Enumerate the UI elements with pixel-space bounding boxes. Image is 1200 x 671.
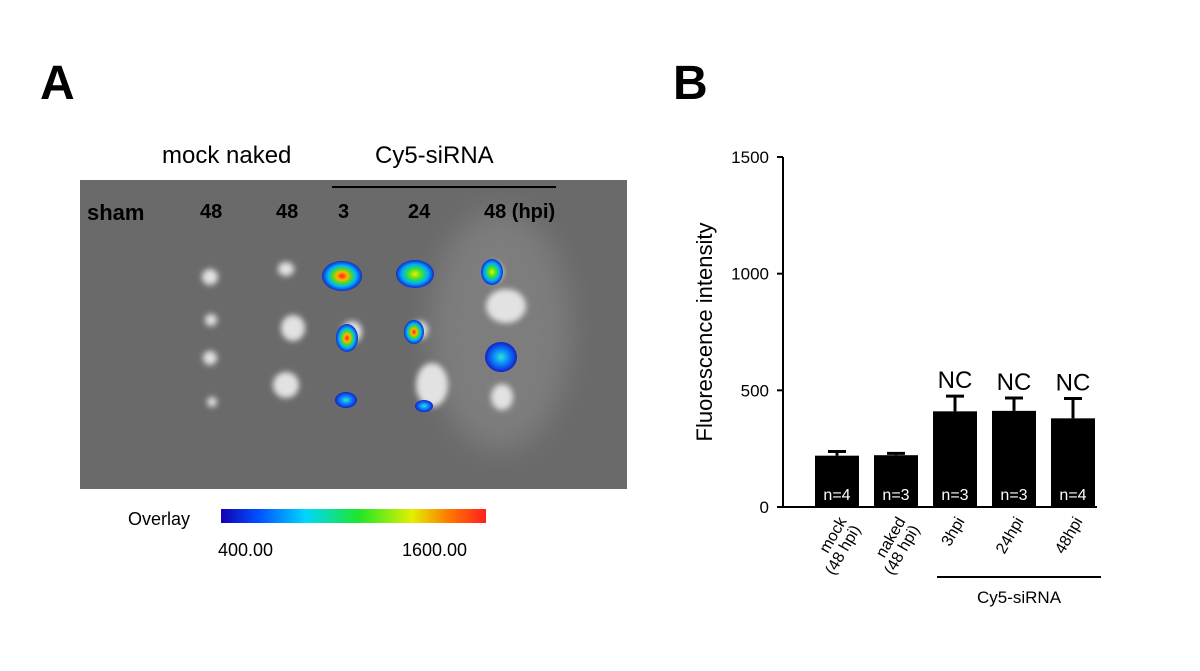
- lane-label-48-hpi: 48 (hpi): [484, 201, 556, 223]
- cy5-bracket-line: [332, 186, 556, 188]
- n-label: n=3: [1000, 487, 1027, 504]
- bar: [1051, 418, 1095, 507]
- bar: [992, 410, 1036, 507]
- n-label: n=4: [1059, 487, 1086, 504]
- bar: [933, 411, 977, 507]
- lane-label-sham: sham: [87, 200, 145, 225]
- nc-annotation: NC: [997, 369, 1032, 396]
- group-label: Cy5-siRNA: [977, 588, 1062, 607]
- x-tick-label: 3hpi: [939, 515, 969, 550]
- bar: [874, 455, 918, 507]
- y-axis-label: Fluorescence intensity: [692, 223, 717, 442]
- y-tick-label: 1500: [731, 148, 769, 167]
- x-tick-label: naked(48 hpi): [868, 515, 924, 578]
- x-tick-label: 48hpi: [1052, 515, 1086, 557]
- scale-min-label: 400.00: [218, 540, 274, 560]
- n-label: n=3: [941, 487, 968, 504]
- lane-label-24: 24: [408, 201, 431, 223]
- fluorescence-bar-chart: 0 500 1000 1500 Fluorescence intensity n=4 moc…: [692, 148, 1101, 607]
- nc-annotation: NC: [938, 367, 973, 394]
- cy5-sirna-header: Cy5-siRNA: [375, 142, 494, 169]
- n-label: n=4: [823, 487, 850, 504]
- scale-max-label: 1600.00: [402, 540, 468, 560]
- lane-label-3: 3: [338, 201, 350, 223]
- bar: [815, 455, 859, 507]
- overlay-label: Overlay: [128, 509, 191, 529]
- mock-naked-label: mock naked: [162, 142, 292, 169]
- x-tick-label: 24hpi: [993, 515, 1027, 557]
- fluorescence-image: [80, 180, 627, 489]
- panel-a-letter: A: [40, 57, 75, 110]
- x-tick-label: mock(48 hpi): [809, 514, 865, 578]
- nc-annotation: NC: [1056, 370, 1091, 397]
- lane-label-mock: 48: [200, 201, 223, 223]
- overlay-color-scale: [221, 509, 486, 523]
- y-tick-label: 0: [760, 498, 769, 517]
- fluorescence-signals: [322, 259, 517, 412]
- n-label: n=3: [882, 487, 909, 504]
- lane-label-naked: 48: [276, 201, 299, 223]
- y-tick-label: 500: [741, 381, 769, 400]
- panel-b-letter: B: [673, 57, 708, 110]
- y-tick-label: 1000: [731, 265, 769, 284]
